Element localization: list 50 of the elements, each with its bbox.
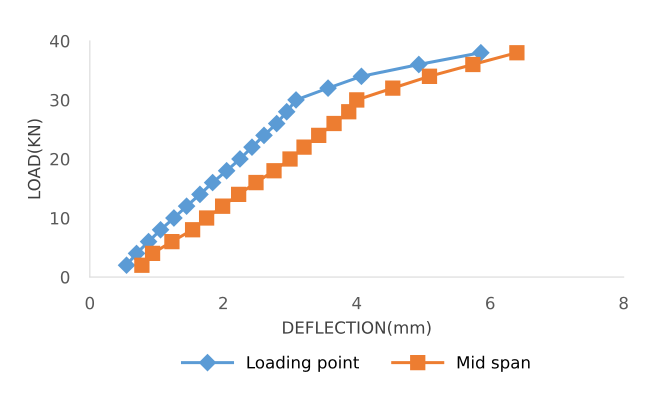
y-tick-label: 0	[60, 270, 70, 284]
point	[134, 258, 150, 273]
point	[164, 234, 180, 250]
point	[349, 92, 364, 108]
point	[268, 114, 286, 132]
point	[198, 210, 214, 226]
legend-label: Loading point	[247, 356, 359, 372]
point	[231, 150, 249, 168]
point	[287, 91, 305, 108]
point	[184, 222, 200, 238]
x-tick-label: 2	[219, 296, 227, 310]
y-tick-label: 40	[50, 34, 70, 48]
y-tick-label: 10	[51, 212, 70, 225]
point	[152, 221, 170, 238]
point	[204, 174, 222, 192]
point	[472, 44, 490, 62]
point	[214, 198, 230, 214]
point	[255, 126, 273, 144]
x-tick-label: 4	[352, 296, 362, 310]
point	[118, 256, 136, 274]
point	[278, 103, 296, 120]
point	[326, 116, 342, 132]
x-axis-title: DEFLECTION(mm)	[283, 320, 431, 336]
point	[218, 162, 236, 180]
x-tick-label: 6	[486, 296, 494, 310]
point	[191, 186, 208, 203]
legend-label: Mid span	[458, 356, 530, 372]
point	[248, 174, 264, 190]
x-tick-label: 8	[619, 296, 628, 310]
y-tick-label: 30	[50, 94, 70, 107]
y-axis-title: LOAD(KN)	[28, 119, 42, 198]
point	[352, 68, 370, 85]
point	[320, 80, 337, 97]
point	[282, 151, 298, 167]
point	[385, 80, 400, 96]
point	[341, 104, 356, 120]
x-tick-label: 0	[86, 296, 94, 310]
point	[465, 56, 480, 72]
point	[266, 163, 282, 178]
point	[231, 186, 246, 202]
point	[178, 198, 196, 215]
point	[144, 246, 160, 262]
point	[165, 209, 182, 227]
point	[509, 45, 525, 60]
point	[296, 140, 312, 155]
point	[422, 68, 438, 84]
point	[311, 128, 326, 143]
y-tick-label: 20	[50, 152, 70, 166]
point	[243, 138, 261, 156]
point	[410, 56, 428, 74]
